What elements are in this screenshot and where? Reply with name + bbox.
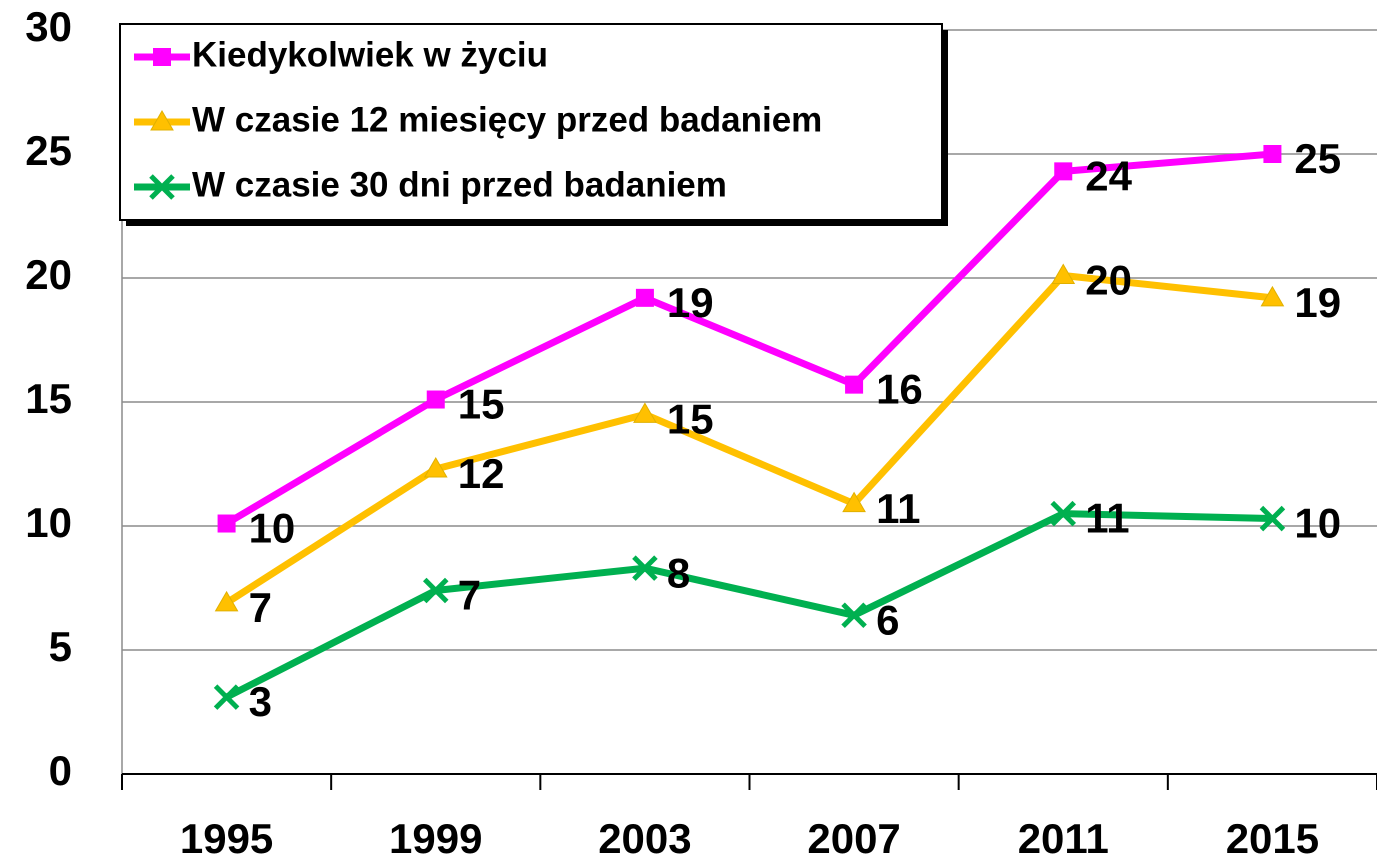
marker: [633, 402, 657, 423]
x-tick-label: 2003: [598, 815, 691, 862]
y-tick-label: 10: [25, 499, 72, 546]
data-label: 19: [1294, 279, 1341, 326]
marker: [422, 577, 449, 604]
data-label: 8: [667, 549, 690, 596]
x-tick-label: 1995: [180, 815, 273, 862]
marker: [632, 555, 658, 581]
data-label: 19: [667, 279, 714, 326]
marker: [841, 602, 867, 629]
data-label: 16: [876, 366, 923, 413]
marker: [426, 390, 445, 409]
marker: [1050, 500, 1077, 527]
data-label: 3: [249, 678, 272, 725]
data-label: 6: [876, 596, 899, 643]
data-label: 10: [249, 505, 296, 552]
marker: [1051, 263, 1076, 285]
data-label: 25: [1294, 135, 1341, 182]
marker: [423, 456, 448, 478]
x-tick-label: 2007: [807, 815, 900, 862]
y-tick-label: 30: [25, 3, 72, 50]
marker: [153, 48, 171, 66]
marker: [214, 590, 239, 612]
marker: [1259, 505, 1286, 532]
legend-label: W czasie 30 dni przed badaniem: [192, 165, 727, 204]
marker: [1263, 145, 1282, 163]
x-tick-label: 2015: [1226, 815, 1319, 862]
series-line: [224, 272, 1273, 606]
x-tick-label: 1999: [389, 815, 482, 862]
y-tick-label: 0: [49, 747, 72, 794]
y-tick-label: 15: [25, 375, 72, 422]
data-label: 11: [876, 485, 920, 532]
marker: [149, 174, 175, 200]
legend-box: [119, 23, 943, 221]
marker: [150, 110, 174, 131]
marker: [842, 491, 866, 513]
y-tick-label: 5: [49, 623, 72, 670]
data-label: 15: [458, 381, 505, 428]
legend-label: W czasie 12 miesięcy przed badaniem: [192, 100, 822, 139]
data-label: 7: [458, 572, 481, 619]
x-tick-label: 2011: [1018, 815, 1109, 862]
data-label: 11: [1085, 495, 1129, 542]
marker: [217, 514, 236, 533]
legend-label: Kiedykolwiek w życiu: [192, 35, 548, 74]
series-line: [224, 510, 1273, 701]
marker: [1260, 285, 1285, 307]
marker: [1054, 162, 1073, 181]
marker: [635, 288, 654, 307]
marker: [845, 375, 864, 394]
data-label: 7: [249, 584, 272, 631]
data-label: 24: [1085, 152, 1132, 199]
data-label: 12: [458, 450, 505, 497]
legend: Kiedykolwiek w życiu W czasie 12 miesięcy…: [119, 23, 948, 226]
y-tick-label: 20: [25, 251, 72, 298]
data-label: 15: [667, 395, 714, 442]
data-label: 20: [1085, 257, 1132, 304]
series-line: [224, 150, 1273, 527]
y-tick-label: 25: [25, 127, 72, 174]
data-label: 10: [1294, 500, 1341, 547]
marker: [213, 684, 240, 710]
